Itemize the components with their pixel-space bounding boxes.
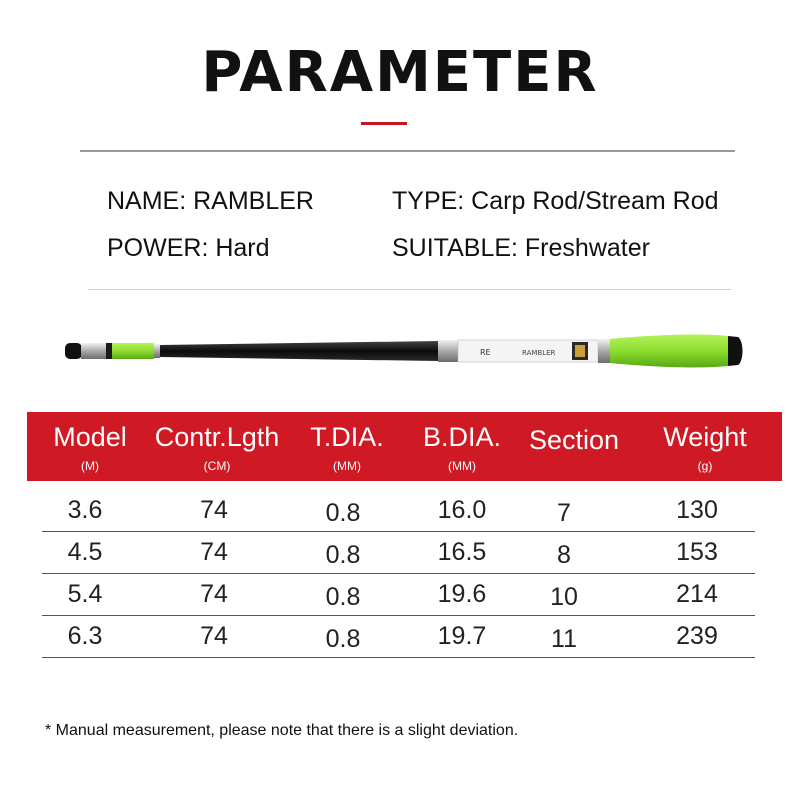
spec-power: POWER: Hard [107, 234, 270, 262]
cell-weight: 130 [676, 496, 718, 524]
rod-ring [438, 340, 458, 362]
column-header-label: B.DIA. [422, 422, 502, 452]
cell-contr-lgth: 74 [200, 622, 228, 650]
title-accent-line [361, 122, 407, 125]
column-header-unit: (MM) [333, 459, 361, 473]
column-header-unit: (M) [81, 459, 99, 473]
cell-b-dia: 19.6 [437, 580, 487, 608]
cell-model: 6.3 [67, 622, 103, 650]
cell-t-dia: 0.8 [325, 541, 361, 569]
cell-t-dia: 0.8 [325, 625, 361, 653]
column-header-unit: (g) [697, 459, 713, 473]
rod-ring [154, 344, 160, 358]
cell-model: 5.4 [67, 580, 103, 608]
cell-contr-lgth: 74 [200, 496, 228, 524]
divider-mid [88, 289, 731, 290]
column-header-section: Section [514, 412, 634, 481]
cell-t-dia: 0.8 [325, 583, 361, 611]
rod-brand-text: RAMBLER [522, 349, 556, 357]
cell-model: 3.6 [67, 496, 103, 524]
cell-b-dia: 19.7 [437, 622, 487, 650]
page-title: PARAMETER [201, 40, 599, 105]
column-header-label: Weight [663, 422, 747, 452]
cell-section: 10 [550, 583, 578, 611]
cell-t-dia: 0.8 [325, 499, 361, 527]
column-header-unit: (MM) [448, 459, 476, 473]
spec-suitable: SUITABLE: Freshwater [392, 234, 650, 262]
rod-ring [81, 343, 106, 359]
column-header-label: T.DIA. [310, 422, 384, 452]
cell-contr-lgth: 74 [200, 580, 228, 608]
rod-tip-cap [65, 343, 82, 359]
parameter-table-body: 3.6 74 0.8 16.0 7 130 4.5 74 0.8 16.5 8 … [42, 490, 755, 658]
fishing-rod-image: RE RAMBLER [65, 334, 743, 368]
column-header-label: Contr.Lgth [154, 422, 280, 452]
column-header-weight: Weight (g) [640, 412, 770, 481]
cell-b-dia: 16.0 [437, 496, 487, 524]
column-header-label: Model [53, 422, 127, 452]
rod-badge-gold [575, 345, 585, 357]
divider-top [80, 150, 735, 152]
cell-section: 11 [551, 625, 577, 653]
table-row: 5.4 74 0.8 19.6 10 214 [42, 574, 755, 616]
cell-weight: 153 [676, 538, 718, 566]
column-header-t-dia: T.DIA. (MM) [292, 412, 402, 481]
cell-section: 7 [557, 499, 571, 527]
rod-blank [160, 341, 438, 361]
table-row: 3.6 74 0.8 16.0 7 130 [42, 490, 755, 532]
rod-emblem-text: RE [480, 348, 491, 357]
cell-model: 4.5 [67, 538, 103, 566]
rod-butt-cap [728, 336, 743, 366]
rod-ring [106, 343, 112, 359]
column-header-label: Section [528, 425, 620, 455]
rod-handle [610, 334, 728, 368]
cell-section: 8 [557, 541, 571, 569]
cell-b-dia: 16.5 [437, 538, 487, 566]
spec-type: TYPE: Carp Rod/Stream Rod [392, 187, 719, 215]
rod-ring [598, 339, 610, 363]
rod-tip-sleeve [112, 343, 154, 359]
table-header: Model (M) Contr.Lgth (CM) T.DIA. (MM) B.… [27, 412, 782, 481]
spec-name: NAME: RAMBLER [107, 187, 314, 215]
table-row: 4.5 74 0.8 16.5 8 153 [42, 532, 755, 574]
column-header-model: Model (M) [35, 412, 145, 481]
cell-weight: 239 [676, 622, 718, 650]
footnote: * Manual measurement, please note that t… [45, 722, 519, 739]
cell-weight: 214 [676, 580, 718, 608]
table-row: 6.3 74 0.8 19.7 11 239 [42, 616, 755, 658]
column-header-contr-lgth: Contr.Lgth (CM) [142, 412, 292, 481]
column-header-b-dia: B.DIA. (MM) [407, 412, 517, 481]
cell-contr-lgth: 74 [200, 538, 228, 566]
column-header-unit: (CM) [203, 459, 231, 473]
